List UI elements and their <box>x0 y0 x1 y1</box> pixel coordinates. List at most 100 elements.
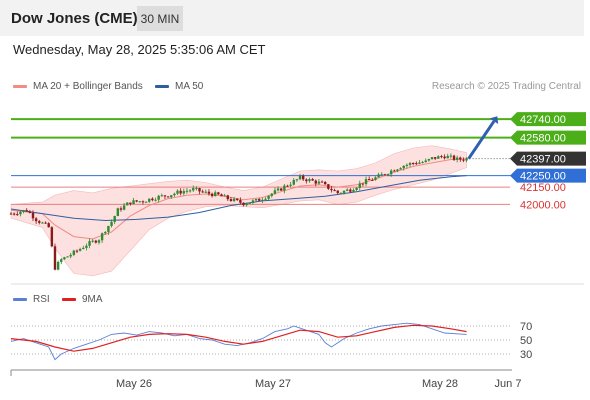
candle-body <box>267 195 270 199</box>
candle-body <box>374 177 377 180</box>
candle <box>170 195 173 199</box>
candle-body <box>126 202 129 206</box>
candle <box>182 188 186 196</box>
candle-body <box>223 195 226 197</box>
legend-ma-bb-label: MA 20 + Bollinger Bands <box>33 81 143 92</box>
candle-body <box>204 191 207 193</box>
candle-body <box>34 218 38 222</box>
candle <box>47 222 50 228</box>
candle <box>60 258 63 265</box>
candle-body <box>371 179 374 181</box>
candle-body <box>195 188 198 190</box>
candle <box>9 211 13 215</box>
candle <box>192 185 195 192</box>
candle-body <box>415 163 418 165</box>
candle-body <box>110 221 113 226</box>
rsi-swatch-icon <box>13 297 27 301</box>
candle <box>305 178 308 184</box>
candle <box>226 194 229 202</box>
candle-body <box>245 203 248 206</box>
candle-body <box>320 181 324 183</box>
candle <box>330 186 333 193</box>
candle-body <box>31 212 35 219</box>
candle <box>320 180 324 183</box>
rsi-series-9MA <box>10 324 467 352</box>
candle-body <box>402 165 405 169</box>
candle-body <box>166 196 170 198</box>
candle <box>418 160 421 165</box>
candle-body <box>437 156 440 159</box>
candle-body <box>302 175 305 180</box>
candle <box>176 189 179 195</box>
candle <box>323 180 327 185</box>
bollinger-band <box>10 145 467 277</box>
candle-body <box>151 198 154 201</box>
candle <box>339 192 343 195</box>
candle-body <box>91 240 94 242</box>
candle <box>273 187 277 195</box>
candle <box>66 256 69 258</box>
candle <box>342 190 346 195</box>
candle-body <box>163 195 167 197</box>
candle-body <box>41 222 44 224</box>
x-axis-layer: May 26 May 27 May 28 Jun 7 <box>10 369 522 390</box>
candle-body <box>170 195 173 198</box>
candle <box>163 195 167 199</box>
candle-body <box>232 198 236 202</box>
candle-body <box>283 185 286 191</box>
candle-body <box>418 162 421 164</box>
candle <box>308 177 311 183</box>
candle-body <box>251 200 255 203</box>
candle <box>380 172 383 176</box>
candle <box>437 155 440 159</box>
candle <box>358 180 361 191</box>
candle <box>292 177 295 186</box>
candle-body <box>355 187 358 190</box>
candle-body <box>358 183 361 188</box>
candle <box>138 201 142 203</box>
candle-body <box>408 163 412 165</box>
candle <box>377 172 380 178</box>
candle-body <box>141 201 145 203</box>
candle <box>104 230 107 235</box>
candle <box>38 219 41 225</box>
candle-body <box>345 189 349 191</box>
candle-body <box>323 181 327 185</box>
candle <box>317 178 321 185</box>
candle <box>311 177 314 181</box>
candle-body <box>264 198 267 200</box>
candle-body <box>430 157 434 160</box>
candle-body <box>342 190 346 193</box>
level-label-42250.00: 42250.00 <box>520 171 566 183</box>
rsi-tick-70: 70 <box>520 321 532 333</box>
candle-body <box>50 227 54 247</box>
legend-ma50-label: MA 50 <box>175 81 204 92</box>
candle <box>302 174 305 182</box>
candle <box>386 173 390 177</box>
candle-body <box>85 245 88 248</box>
candle <box>97 239 101 245</box>
candle <box>110 219 113 228</box>
candle <box>371 178 374 181</box>
candle-body <box>440 156 443 158</box>
legend-ma50: MA 50 <box>155 81 203 92</box>
x-tick-label: Jun 7 <box>495 378 522 390</box>
candle <box>345 188 349 192</box>
current-price-label: 42397.00 <box>520 154 566 166</box>
candle <box>91 238 94 243</box>
candle-body <box>349 189 352 192</box>
candle <box>236 198 239 201</box>
candle <box>16 211 19 216</box>
level-label-42250.00-box <box>510 168 586 183</box>
x-tick-label: May 28 <box>422 378 458 390</box>
timeframe-button[interactable]: 30 MIN <box>137 6 183 31</box>
candle-body <box>138 201 142 203</box>
candle-body <box>97 240 101 243</box>
candle <box>399 167 402 170</box>
candle <box>389 169 393 177</box>
candle <box>119 206 123 212</box>
candle <box>264 197 267 201</box>
candle <box>72 249 76 257</box>
candle-body <box>427 159 431 161</box>
candle-body <box>38 221 41 223</box>
